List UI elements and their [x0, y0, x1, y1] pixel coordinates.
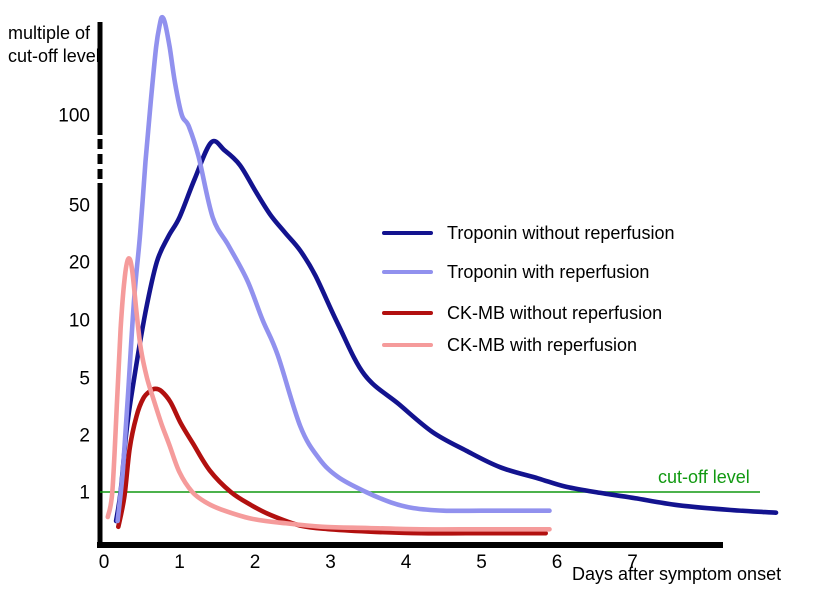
legend-item-troponin-without-reperfusion: Troponin without reperfusion: [382, 222, 674, 244]
y-axis-title-line2: cut-off level: [8, 46, 100, 66]
legend-item-troponin-with-reperfusion: Troponin with reperfusion: [382, 261, 649, 283]
series-path-ck-mb-with-reperfusion: [105, 256, 552, 532]
series-curves: [100, 14, 779, 536]
legend-line-ckmb-without-reperfusion-icon: [382, 311, 433, 315]
x-tick-label: 7: [627, 552, 638, 573]
legend-item-ckmb-without-reperfusion: CK-MB without reperfusion: [382, 302, 662, 324]
y-axis-line-lower: [97, 183, 103, 547]
x-axis-line: [97, 542, 723, 548]
y-tick-label: 20: [69, 253, 90, 274]
axis-tick-labels: 1 2 5 10 20 50 100 0 1 2 3 4 5 6 7: [58, 106, 637, 574]
x-tick-label: 3: [325, 552, 336, 573]
series-path-ck-mb-without-reperfusion: [116, 386, 548, 536]
y-axis-line-upper: [97, 22, 103, 135]
y-axis-break-dash: [97, 154, 103, 164]
y-tick-label: 100: [58, 106, 90, 127]
cutoff-level-label: cut-off level: [658, 467, 750, 487]
y-axis-break-dash: [97, 169, 103, 179]
legend-line-troponin-with-reperfusion-icon: [382, 270, 433, 274]
legend: Troponin without reperfusion Troponin wi…: [382, 222, 802, 362]
legend-item-ckmb-with-reperfusion: CK-MB with reperfusion: [382, 334, 637, 356]
y-tick-label: 10: [69, 311, 90, 332]
legend-label: Troponin with reperfusion: [447, 261, 650, 282]
y-axis-break-dash: [97, 139, 103, 149]
x-tick-label: 0: [99, 552, 110, 573]
series-path-troponin-without-reperfusion: [113, 138, 779, 524]
x-tick-label: 6: [552, 552, 563, 573]
x-tick-label: 5: [476, 552, 487, 573]
legend-label: Troponin without reperfusion: [447, 222, 675, 243]
y-tick-label: 50: [69, 196, 90, 217]
y-axis-title: multiple of cut-off level: [8, 22, 100, 68]
x-tick-label: 1: [174, 552, 185, 573]
x-tick-label: 2: [250, 552, 261, 573]
x-tick-label: 4: [401, 552, 412, 573]
x-axis-title: Days after symptom onset: [572, 564, 782, 584]
y-tick-label: 1: [79, 483, 90, 504]
y-tick-label: 2: [79, 426, 90, 447]
legend-line-troponin-without-reperfusion-icon: [382, 231, 433, 235]
series-path-troponin-with-reperfusion: [115, 14, 552, 524]
y-tick-label: 5: [79, 369, 90, 390]
legend-label: CK-MB with reperfusion: [447, 334, 638, 355]
legend-label: CK-MB without reperfusion: [447, 302, 663, 323]
legend-line-ckmb-with-reperfusion-icon: [382, 343, 433, 347]
y-axis-title-line1: multiple of: [8, 23, 91, 43]
